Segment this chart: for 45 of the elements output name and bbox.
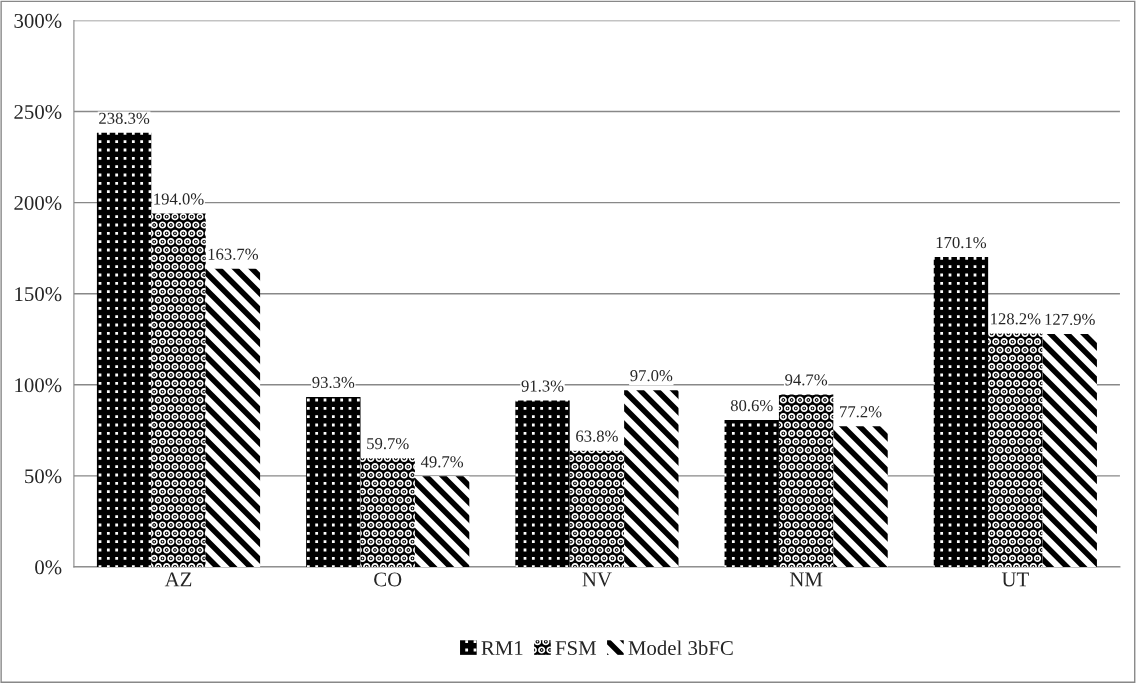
data-label: 128.2% [991,313,1041,325]
bar [569,450,625,567]
bar [515,400,570,567]
bar [96,132,152,567]
x-tick-label: UT [1001,572,1029,587]
data-label: 63.8% [576,430,618,442]
bar [833,426,888,567]
legend-label: RM1 [481,641,523,655]
bar [414,476,470,567]
data-label: 127.9% [1045,313,1095,326]
data-label: 91.3% [521,380,564,392]
y-tick-label: 250% [14,104,62,120]
data-label: 93.3% [312,376,355,389]
data-label: 94.7% [785,374,828,386]
bar [624,390,679,567]
x-tick-label: AZ [164,572,192,587]
bar [306,396,361,567]
y-tick-label: 100% [15,378,62,393]
x-tick-label: NV [582,572,612,587]
bar [724,420,779,567]
data-label: 59.7% [367,437,409,450]
data-label: 163.7% [208,248,259,260]
bar [205,268,261,567]
data-label: 80.6% [730,399,773,412]
data-label: 238.3% [99,112,150,124]
legend-label: FSM [555,641,597,656]
y-tick-label: 200% [14,196,62,211]
bar [151,213,206,567]
bar [360,458,415,567]
data-label: 77.2% [840,406,882,418]
x-tick-label: CO [374,572,402,587]
bar [933,257,989,567]
x-tick-label: NM [789,572,823,587]
y-tick-label: 50% [25,469,62,484]
data-label: 97.0% [630,370,673,382]
y-tick-label: 150% [15,287,62,302]
data-label: 194.0% [154,193,204,205]
legend-label: Model 3bFC [628,640,733,656]
bar [988,333,1043,567]
bar [778,394,834,567]
y-tick-label: 0% [35,560,62,575]
data-label: 170.1% [936,236,987,249]
bar [1042,333,1097,567]
data-label: 49.7% [420,456,464,468]
y-tick-label: 300% [14,13,62,28]
